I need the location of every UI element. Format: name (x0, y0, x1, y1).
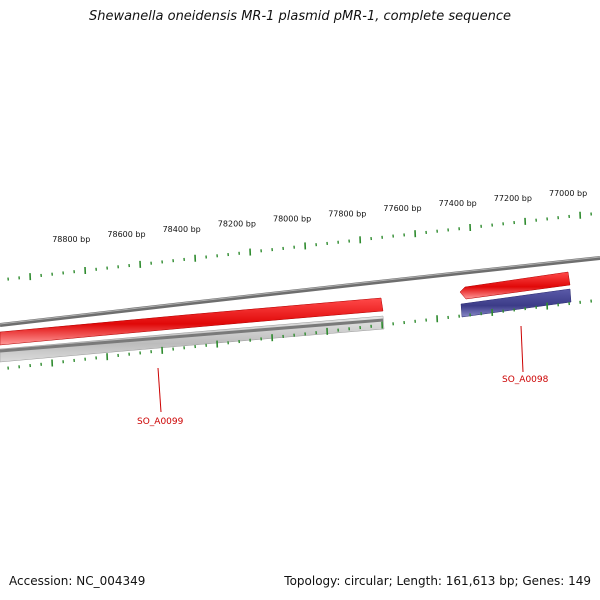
tick-label: 78000 bp (273, 215, 311, 224)
inner-tick-ruler (7, 299, 592, 370)
position-labels: 77000 bp 77200 bp 77400 bp 77600 bp 77800 bp… (52, 189, 587, 244)
tick-label: 78400 bp (163, 225, 201, 234)
map-title: Shewanella oneidensis MR-1 plasmid pMR-1… (88, 9, 512, 24)
tick-label: 77600 bp (383, 204, 421, 213)
outer-tick-ruler (7, 211, 592, 281)
gene-label-so-a0098[interactable]: SO_A0098 (502, 375, 549, 385)
tick-label: 77800 bp (328, 209, 366, 218)
gene-so-a0098-forward[interactable] (459, 271, 571, 300)
gene-so-a0099-forward[interactable] (0, 297, 384, 346)
tick-label: 77400 bp (439, 199, 477, 208)
leader-so-a0098 (520, 325, 524, 373)
tick-label: 78200 bp (218, 220, 256, 229)
leader-so-a0099 (157, 367, 162, 413)
cds-so-a0098-reverse[interactable] (460, 288, 572, 318)
topology-summary: Topology: circular; Length: 161,613 bp; … (284, 574, 591, 588)
backbone-outer-highlight (0, 256, 600, 325)
backbone-inner (0, 318, 384, 353)
tick-label: 77000 bp (549, 189, 587, 198)
backbone-outer (0, 256, 600, 327)
tick-label: 77200 bp (494, 194, 532, 203)
gene-label-so-a0099[interactable]: SO_A0099 (137, 417, 184, 427)
tick-label: 78600 bp (107, 230, 145, 239)
tick-label: 78800 bp (52, 235, 90, 244)
accession-text: Accession: NC_004349 (9, 574, 146, 588)
